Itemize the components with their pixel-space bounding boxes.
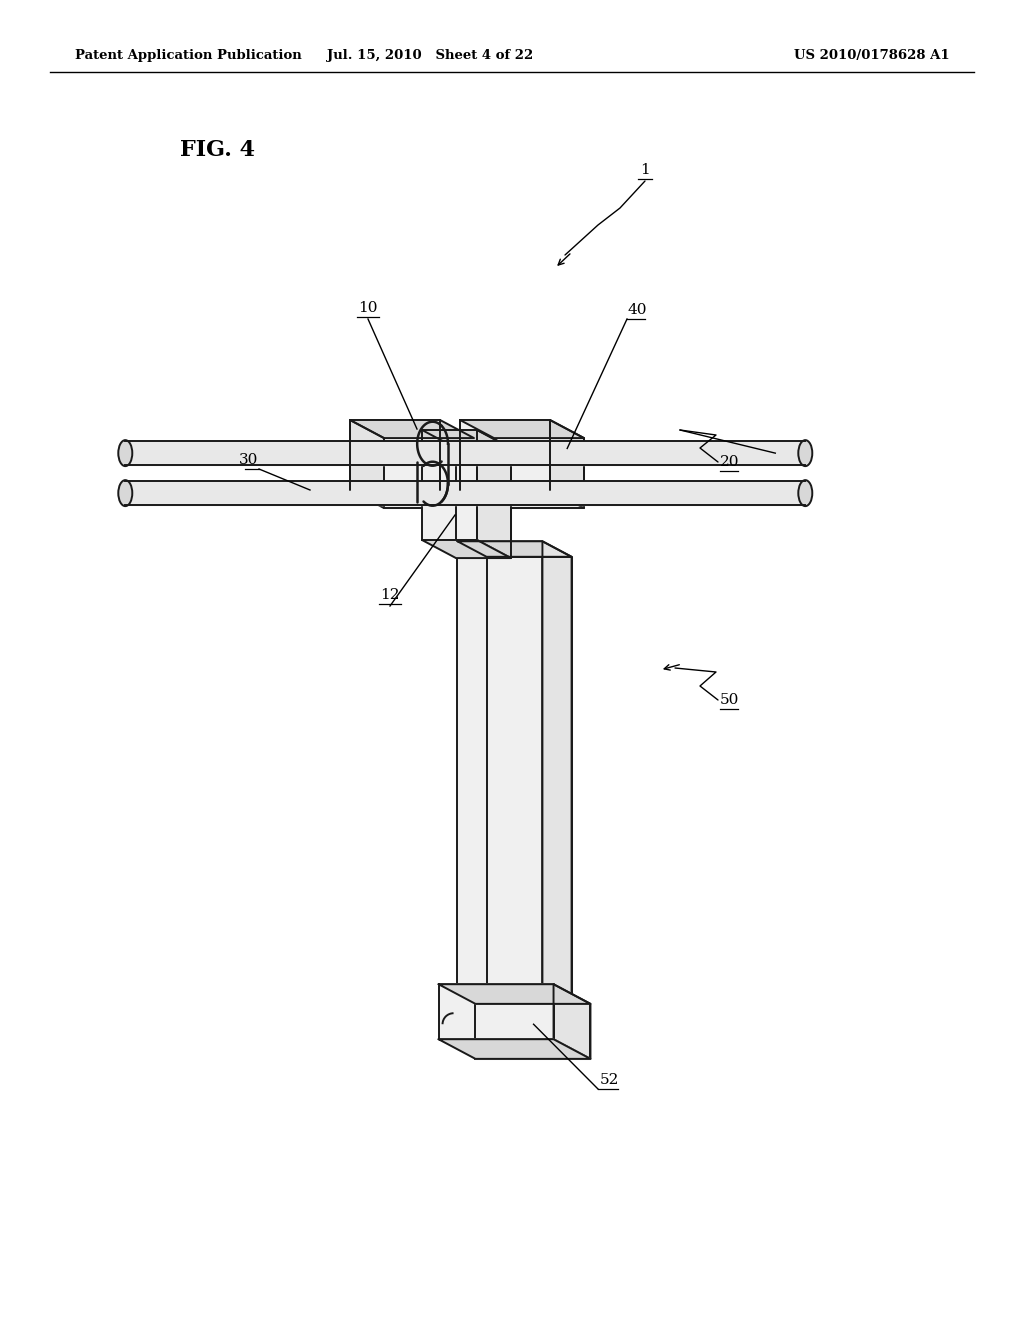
Polygon shape <box>458 541 543 986</box>
Polygon shape <box>438 985 591 1003</box>
Text: US 2010/0178628 A1: US 2010/0178628 A1 <box>795 49 950 62</box>
Text: 40: 40 <box>627 304 646 317</box>
Polygon shape <box>543 541 571 1002</box>
Text: 10: 10 <box>358 301 378 315</box>
Polygon shape <box>384 438 474 508</box>
Text: 52: 52 <box>600 1073 620 1086</box>
Polygon shape <box>125 441 805 465</box>
Text: 12: 12 <box>380 587 399 602</box>
Polygon shape <box>422 540 511 558</box>
Ellipse shape <box>799 480 812 506</box>
Text: Patent Application Publication: Patent Application Publication <box>75 49 302 62</box>
Polygon shape <box>475 1003 591 1059</box>
Text: 1: 1 <box>640 162 650 177</box>
Polygon shape <box>460 420 584 438</box>
Polygon shape <box>422 430 511 447</box>
Polygon shape <box>422 430 477 540</box>
Polygon shape <box>125 480 805 506</box>
Text: Jul. 15, 2010   Sheet 4 of 22: Jul. 15, 2010 Sheet 4 of 22 <box>327 49 534 62</box>
Polygon shape <box>350 420 474 438</box>
Polygon shape <box>550 420 584 508</box>
Text: FIG. 4: FIG. 4 <box>180 139 255 161</box>
Polygon shape <box>456 447 511 558</box>
Polygon shape <box>438 985 554 1039</box>
Text: 50: 50 <box>720 693 739 708</box>
Polygon shape <box>350 420 440 490</box>
Polygon shape <box>486 557 571 1002</box>
Polygon shape <box>438 1039 591 1059</box>
Polygon shape <box>554 985 591 1059</box>
Text: 30: 30 <box>239 453 258 467</box>
Ellipse shape <box>119 440 132 466</box>
Polygon shape <box>350 420 384 508</box>
Ellipse shape <box>799 440 812 466</box>
Ellipse shape <box>119 480 132 506</box>
Polygon shape <box>494 438 584 508</box>
Polygon shape <box>460 420 550 490</box>
Polygon shape <box>477 430 511 558</box>
Text: 20: 20 <box>720 455 739 469</box>
Polygon shape <box>458 541 571 557</box>
